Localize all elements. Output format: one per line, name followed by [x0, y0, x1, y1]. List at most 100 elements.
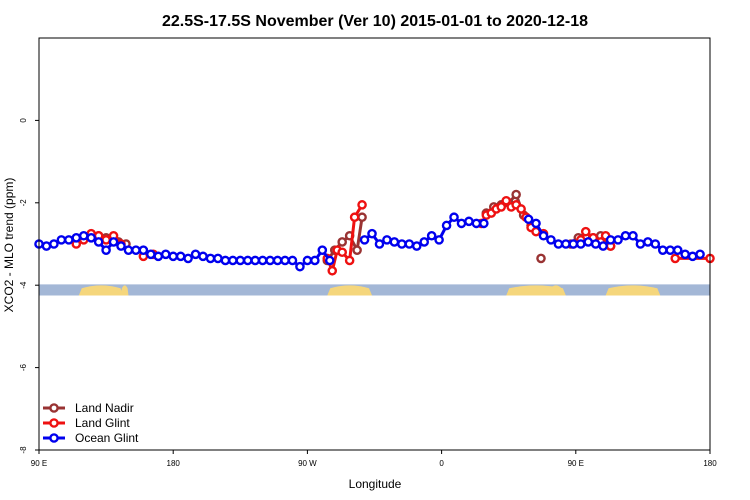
data-point [665, 245, 676, 255]
data-point [479, 218, 489, 229]
legend-item: Land Glint [43, 416, 130, 430]
data-point [220, 255, 231, 266]
data-point [523, 214, 534, 225]
data-point [367, 228, 377, 239]
data-point [352, 245, 362, 255]
y-tick-label: -8 [19, 446, 28, 454]
data-point [257, 255, 268, 266]
legend-label: Land Nadir [75, 401, 134, 415]
data-point [382, 235, 392, 245]
data-point [242, 255, 253, 266]
data-point [680, 249, 690, 260]
data-point [404, 239, 415, 249]
data-point [344, 255, 355, 266]
data-point [295, 261, 305, 272]
y-tick-label: -4 [19, 281, 28, 289]
y-tick-label: -2 [19, 199, 28, 207]
data-point [568, 239, 579, 249]
x-tick-label: 90 E [31, 459, 47, 468]
legend-swatch-marker [49, 433, 59, 443]
data-point [153, 251, 164, 262]
data-point [310, 255, 320, 266]
data-point [357, 200, 367, 210]
data-point [250, 255, 261, 266]
data-point [516, 204, 526, 214]
x-tick-label: 0 [439, 459, 444, 468]
legend-swatch-marker [49, 403, 59, 413]
data-point [635, 239, 646, 249]
data-point [56, 235, 67, 245]
x-tick-label: 180 [703, 459, 717, 468]
data-point [657, 245, 668, 255]
x-tick-label: 90 W [298, 459, 317, 468]
land-band-segment [78, 285, 124, 296]
x-tick-label: 180 [167, 459, 181, 468]
data-point [538, 230, 549, 241]
x-axis: 90 E 180 90 W 0 90 E 180 [31, 450, 717, 468]
data-point [536, 253, 546, 264]
data-point [168, 251, 178, 262]
data-point [108, 237, 119, 247]
data-point [501, 195, 512, 206]
data-point [337, 247, 347, 258]
legend-item: Ocean Glint [43, 431, 139, 445]
data-point [643, 237, 653, 247]
y-axis-label: XCO2 - MLO trend (ppm) [2, 178, 16, 313]
data-point [650, 239, 661, 249]
data-point [49, 239, 59, 249]
data-point [146, 249, 156, 260]
ocean-band [39, 284, 710, 296]
data-point [190, 249, 201, 260]
data-point [456, 218, 467, 229]
data-point [183, 253, 193, 264]
data-point [160, 249, 171, 260]
data-point [93, 237, 104, 247]
data-point [235, 255, 246, 266]
surface-band [39, 284, 710, 296]
data-point [131, 245, 141, 255]
data-point [280, 255, 290, 266]
data-point [605, 235, 616, 245]
y-axis: 0 -2 -4 -6 -8 [19, 118, 39, 454]
data-point [175, 251, 186, 262]
data-point [613, 235, 623, 245]
data-point [205, 253, 216, 264]
land-band-segment [605, 285, 661, 296]
x-axis-label: Longitude [349, 477, 402, 491]
data-point [213, 253, 223, 264]
land-band-segment [121, 285, 129, 296]
data-point [116, 241, 126, 251]
data-point [389, 237, 400, 247]
data-point [86, 233, 96, 243]
data-point [228, 255, 238, 266]
data-point [464, 216, 474, 227]
data-point [449, 212, 459, 223]
data-point [687, 251, 698, 262]
chart-title: 22.5S-17.5S November (Ver 10) 2015-01-01… [162, 13, 588, 30]
land-band-segment [327, 285, 373, 296]
data-point [672, 245, 683, 255]
data-point [695, 249, 705, 260]
data-point [374, 239, 385, 249]
data-point [302, 255, 313, 266]
x-tick-label: 90 E [568, 459, 584, 468]
data-point [324, 255, 335, 266]
data-point [287, 255, 298, 266]
data-point [580, 226, 591, 237]
data-point [419, 237, 430, 247]
data-point [327, 265, 338, 276]
data-point [411, 241, 422, 251]
legend-item: Land Nadir [43, 401, 134, 415]
data-point [359, 235, 370, 245]
series-layer [34, 189, 715, 276]
data-point [553, 239, 564, 249]
y-tick-label: 0 [19, 118, 28, 123]
data-point [138, 245, 149, 255]
data-point [496, 202, 507, 212]
data-point [337, 237, 347, 247]
data-point [272, 255, 283, 266]
data-point [583, 237, 594, 247]
data-point [41, 241, 52, 251]
legend-label: Ocean Glint [75, 431, 139, 445]
